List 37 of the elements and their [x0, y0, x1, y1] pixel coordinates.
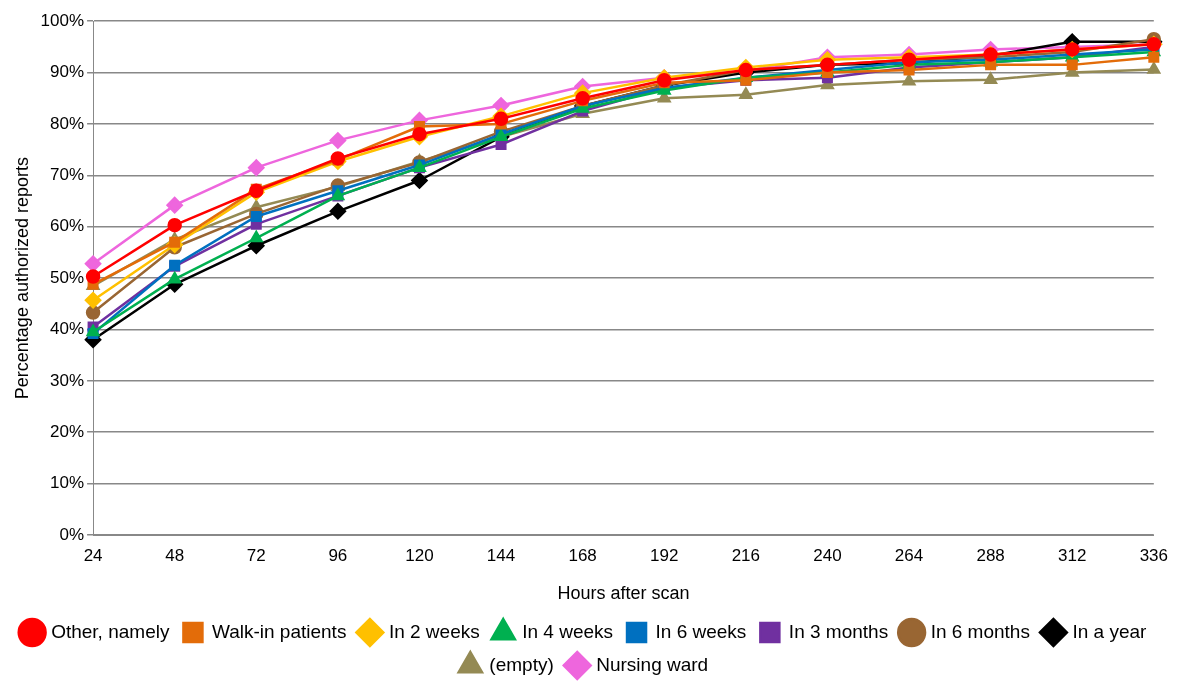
legend-label: In 6 weeks — [655, 620, 747, 642]
x-tick-label: 168 — [568, 545, 597, 565]
x-tick-label: 192 — [650, 545, 679, 565]
x-tick-label: 48 — [165, 545, 185, 565]
legend-label: In 2 weeks — [388, 620, 480, 642]
y-tick-label: 50% — [50, 267, 85, 287]
x-tick-label: 72 — [246, 545, 266, 565]
x-tick-label: 96 — [328, 545, 348, 565]
y-tick-label: 100% — [40, 10, 85, 30]
y-tick-label: 70% — [50, 165, 85, 185]
legend-label: Walk-in patients — [211, 620, 347, 642]
y-axis-title: Percentage authorized reports — [11, 157, 32, 400]
y-tick-label: 90% — [50, 62, 85, 82]
x-axis-title: Hours after scan — [557, 583, 690, 604]
y-tick-label: 80% — [50, 113, 85, 133]
legend-label: (empty) — [489, 653, 554, 675]
x-tick-label: 24 — [83, 545, 103, 565]
x-tick-label: 264 — [894, 545, 924, 565]
x-tick-label: 216 — [731, 545, 761, 565]
legend-label: In 6 months — [930, 620, 1030, 642]
x-tick-label: 240 — [813, 545, 842, 565]
y-tick-label: 20% — [50, 421, 85, 441]
y-tick-label: 40% — [50, 319, 85, 339]
legend-label: In 3 months — [788, 620, 889, 642]
y-tick-label: 60% — [50, 216, 85, 236]
x-tick-label: 120 — [405, 545, 434, 565]
x-tick-label: 312 — [1058, 545, 1087, 565]
y-tick-label: 10% — [50, 473, 85, 493]
legend-label: Other, namely — [51, 620, 170, 642]
x-tick-label: 144 — [486, 545, 516, 565]
legend-label: In 4 weeks — [522, 620, 614, 642]
y-tick-label: 30% — [50, 370, 85, 390]
legend-label: In a year — [1072, 620, 1148, 642]
x-tick-label: 336 — [1139, 545, 1169, 565]
y-tick-label: 0% — [59, 524, 85, 544]
legend-label: Nursing ward — [596, 653, 709, 675]
x-tick-label: 288 — [976, 545, 1005, 565]
